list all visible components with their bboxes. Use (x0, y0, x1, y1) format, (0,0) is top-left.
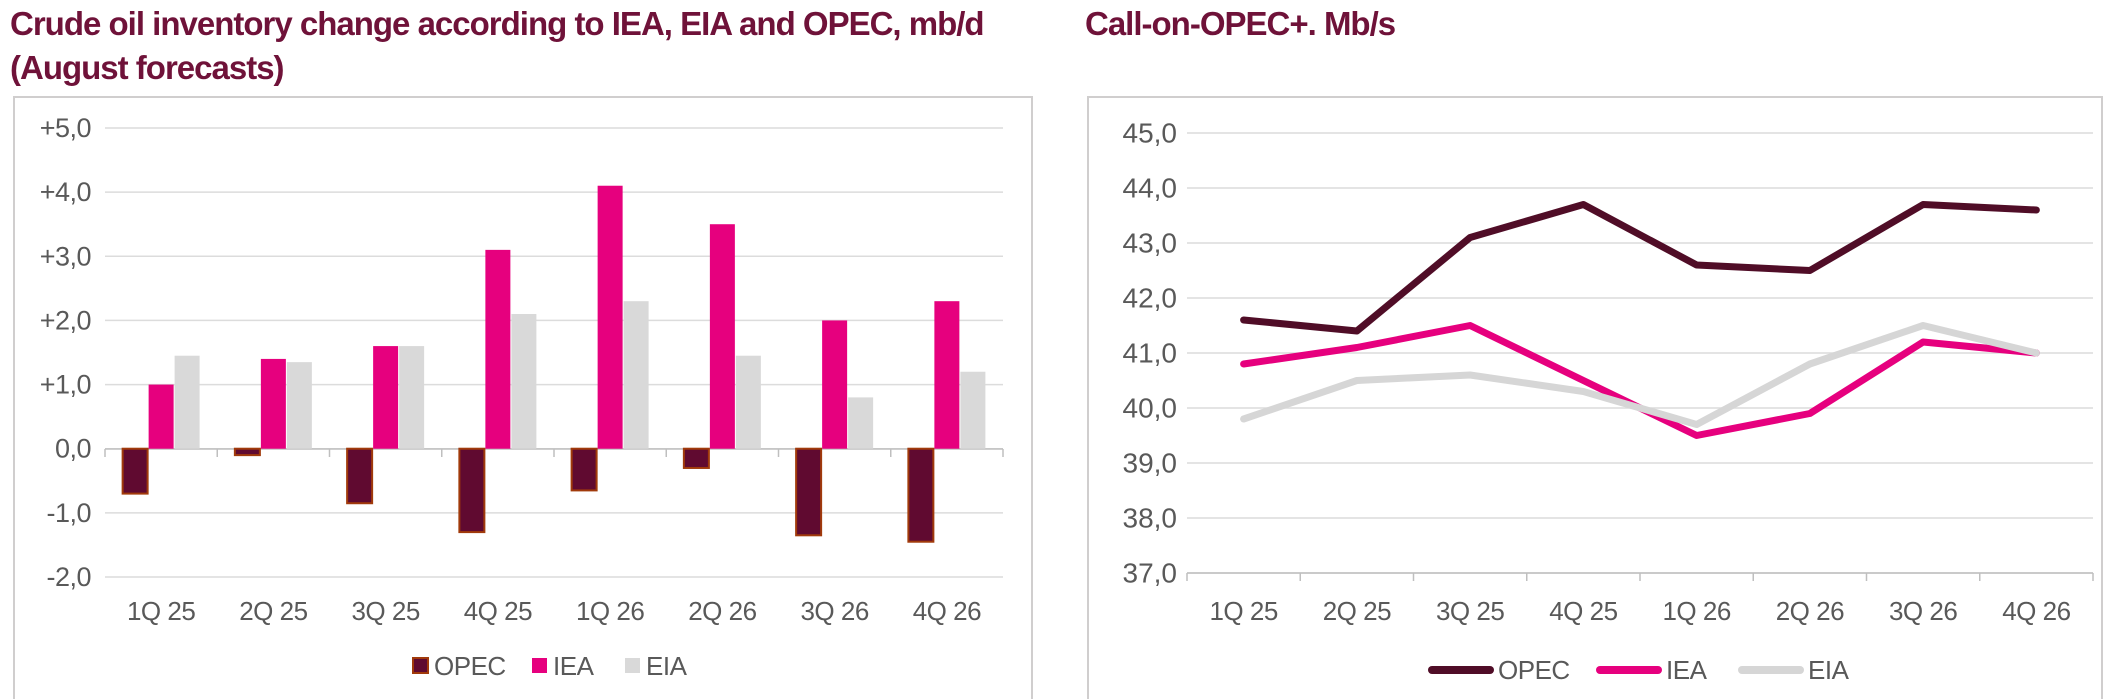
y-tick-label: 42,0 (1123, 283, 1178, 314)
bar-eia (399, 346, 425, 449)
bar-eia (174, 355, 200, 449)
x-tick-label: 3Q 26 (800, 596, 868, 626)
line-chart-panel: 45,0 44,0 43,0 42,0 41,0 40,0 39,0 38,0 37,0 1Q 2… (1087, 96, 2103, 699)
y-tick-label: 37,0 (1123, 558, 1178, 589)
legend-label: OPEC (434, 651, 506, 681)
x-tick-label: 2Q 25 (239, 596, 307, 626)
bar-opec (121, 447, 149, 495)
bar-opec (795, 447, 823, 537)
legend-swatch-iea (532, 658, 547, 673)
y-tick-label: 39,0 (1123, 448, 1178, 479)
y-tick-label: 41,0 (1123, 338, 1178, 369)
x-tick-label: 4Q 25 (1549, 596, 1617, 626)
bar-iea (148, 384, 174, 449)
line-eia (1240, 322, 2040, 428)
x-tick-label: 1Q 25 (1209, 596, 1277, 626)
x-tick-label: 2Q 26 (688, 596, 756, 626)
x-tick-label: 1Q 26 (1662, 596, 1730, 626)
y-tick-label: +5,0 (40, 113, 91, 143)
bar-iea (373, 346, 399, 449)
y-tick-label: 44,0 (1123, 173, 1178, 204)
x-tick-label: 1Q 25 (127, 596, 195, 626)
y-tick-label: +3,0 (40, 241, 91, 271)
y-tick-label: +1,0 (40, 370, 91, 400)
bar-iea (485, 249, 511, 449)
y-tick-label: -1,0 (46, 498, 91, 528)
bar-eia (735, 355, 761, 449)
x-tick-label: 3Q 26 (1889, 596, 1957, 626)
bar-opec (682, 447, 710, 469)
y-tick-label: 45,0 (1123, 118, 1178, 149)
bar-eia (848, 397, 874, 449)
x-tick-label: 4Q 25 (464, 596, 532, 626)
legend-label: OPEC (1498, 655, 1570, 685)
line-chart: 45,0 44,0 43,0 42,0 41,0 40,0 39,0 38,0 37,0 1Q 2… (1123, 118, 2094, 685)
legend-label: EIA (646, 651, 688, 681)
y-tick-label: +4,0 (40, 177, 91, 207)
x-tick-label: 4Q 26 (913, 596, 981, 626)
x-tick-label: 4Q 26 (2002, 596, 2070, 626)
bar-chart-title: Crude oil inventory change according to … (10, 5, 985, 86)
y-tick-label: 0,0 (55, 434, 91, 464)
x-tick-label: 1Q 26 (576, 596, 644, 626)
bar-eia (960, 371, 986, 449)
bar-iea (934, 301, 960, 449)
x-tick-label: 3Q 25 (351, 596, 419, 626)
y-tick-label: -2,0 (46, 562, 91, 592)
bar-iea (709, 224, 735, 449)
legend-label: IEA (553, 651, 595, 681)
y-tick-label: 40,0 (1123, 393, 1178, 424)
bar-opec (346, 447, 374, 505)
bar-chart-panel: +5,0 +4,0 +3,0 +2,0 +1,0 0,0 -1,0 -2,0 1Q 25 2Q 2… (13, 96, 1033, 699)
legend-swatch-opec (412, 657, 429, 674)
legend-label: EIA (1808, 655, 1850, 685)
bar-iea (597, 185, 623, 449)
bar-opec (233, 447, 261, 457)
bar-eia (286, 362, 312, 449)
bar-opec (907, 447, 935, 543)
line-opec (1240, 201, 2040, 335)
line-chart-title: Call-on-OPEC+. Mb/s (1085, 5, 1396, 42)
bar-opec (570, 447, 598, 492)
bar-eia (623, 301, 649, 449)
bar-opec (458, 447, 486, 534)
legend-swatch-eia (625, 658, 640, 673)
x-tick-label: 2Q 25 (1323, 596, 1391, 626)
y-tick-label: +2,0 (40, 305, 91, 335)
bar-chart: +5,0 +4,0 +3,0 +2,0 +1,0 0,0 -1,0 -2,0 1Q 25 2Q 2… (40, 113, 1004, 681)
legend-label: IEA (1666, 655, 1708, 685)
y-tick-label: 38,0 (1123, 503, 1178, 534)
bar-iea (822, 320, 848, 449)
bar-iea (260, 358, 286, 449)
x-tick-label: 3Q 25 (1436, 596, 1504, 626)
y-tick-label: 43,0 (1123, 228, 1178, 259)
bar-eia (511, 314, 537, 449)
x-tick-label: 2Q 26 (1776, 596, 1844, 626)
